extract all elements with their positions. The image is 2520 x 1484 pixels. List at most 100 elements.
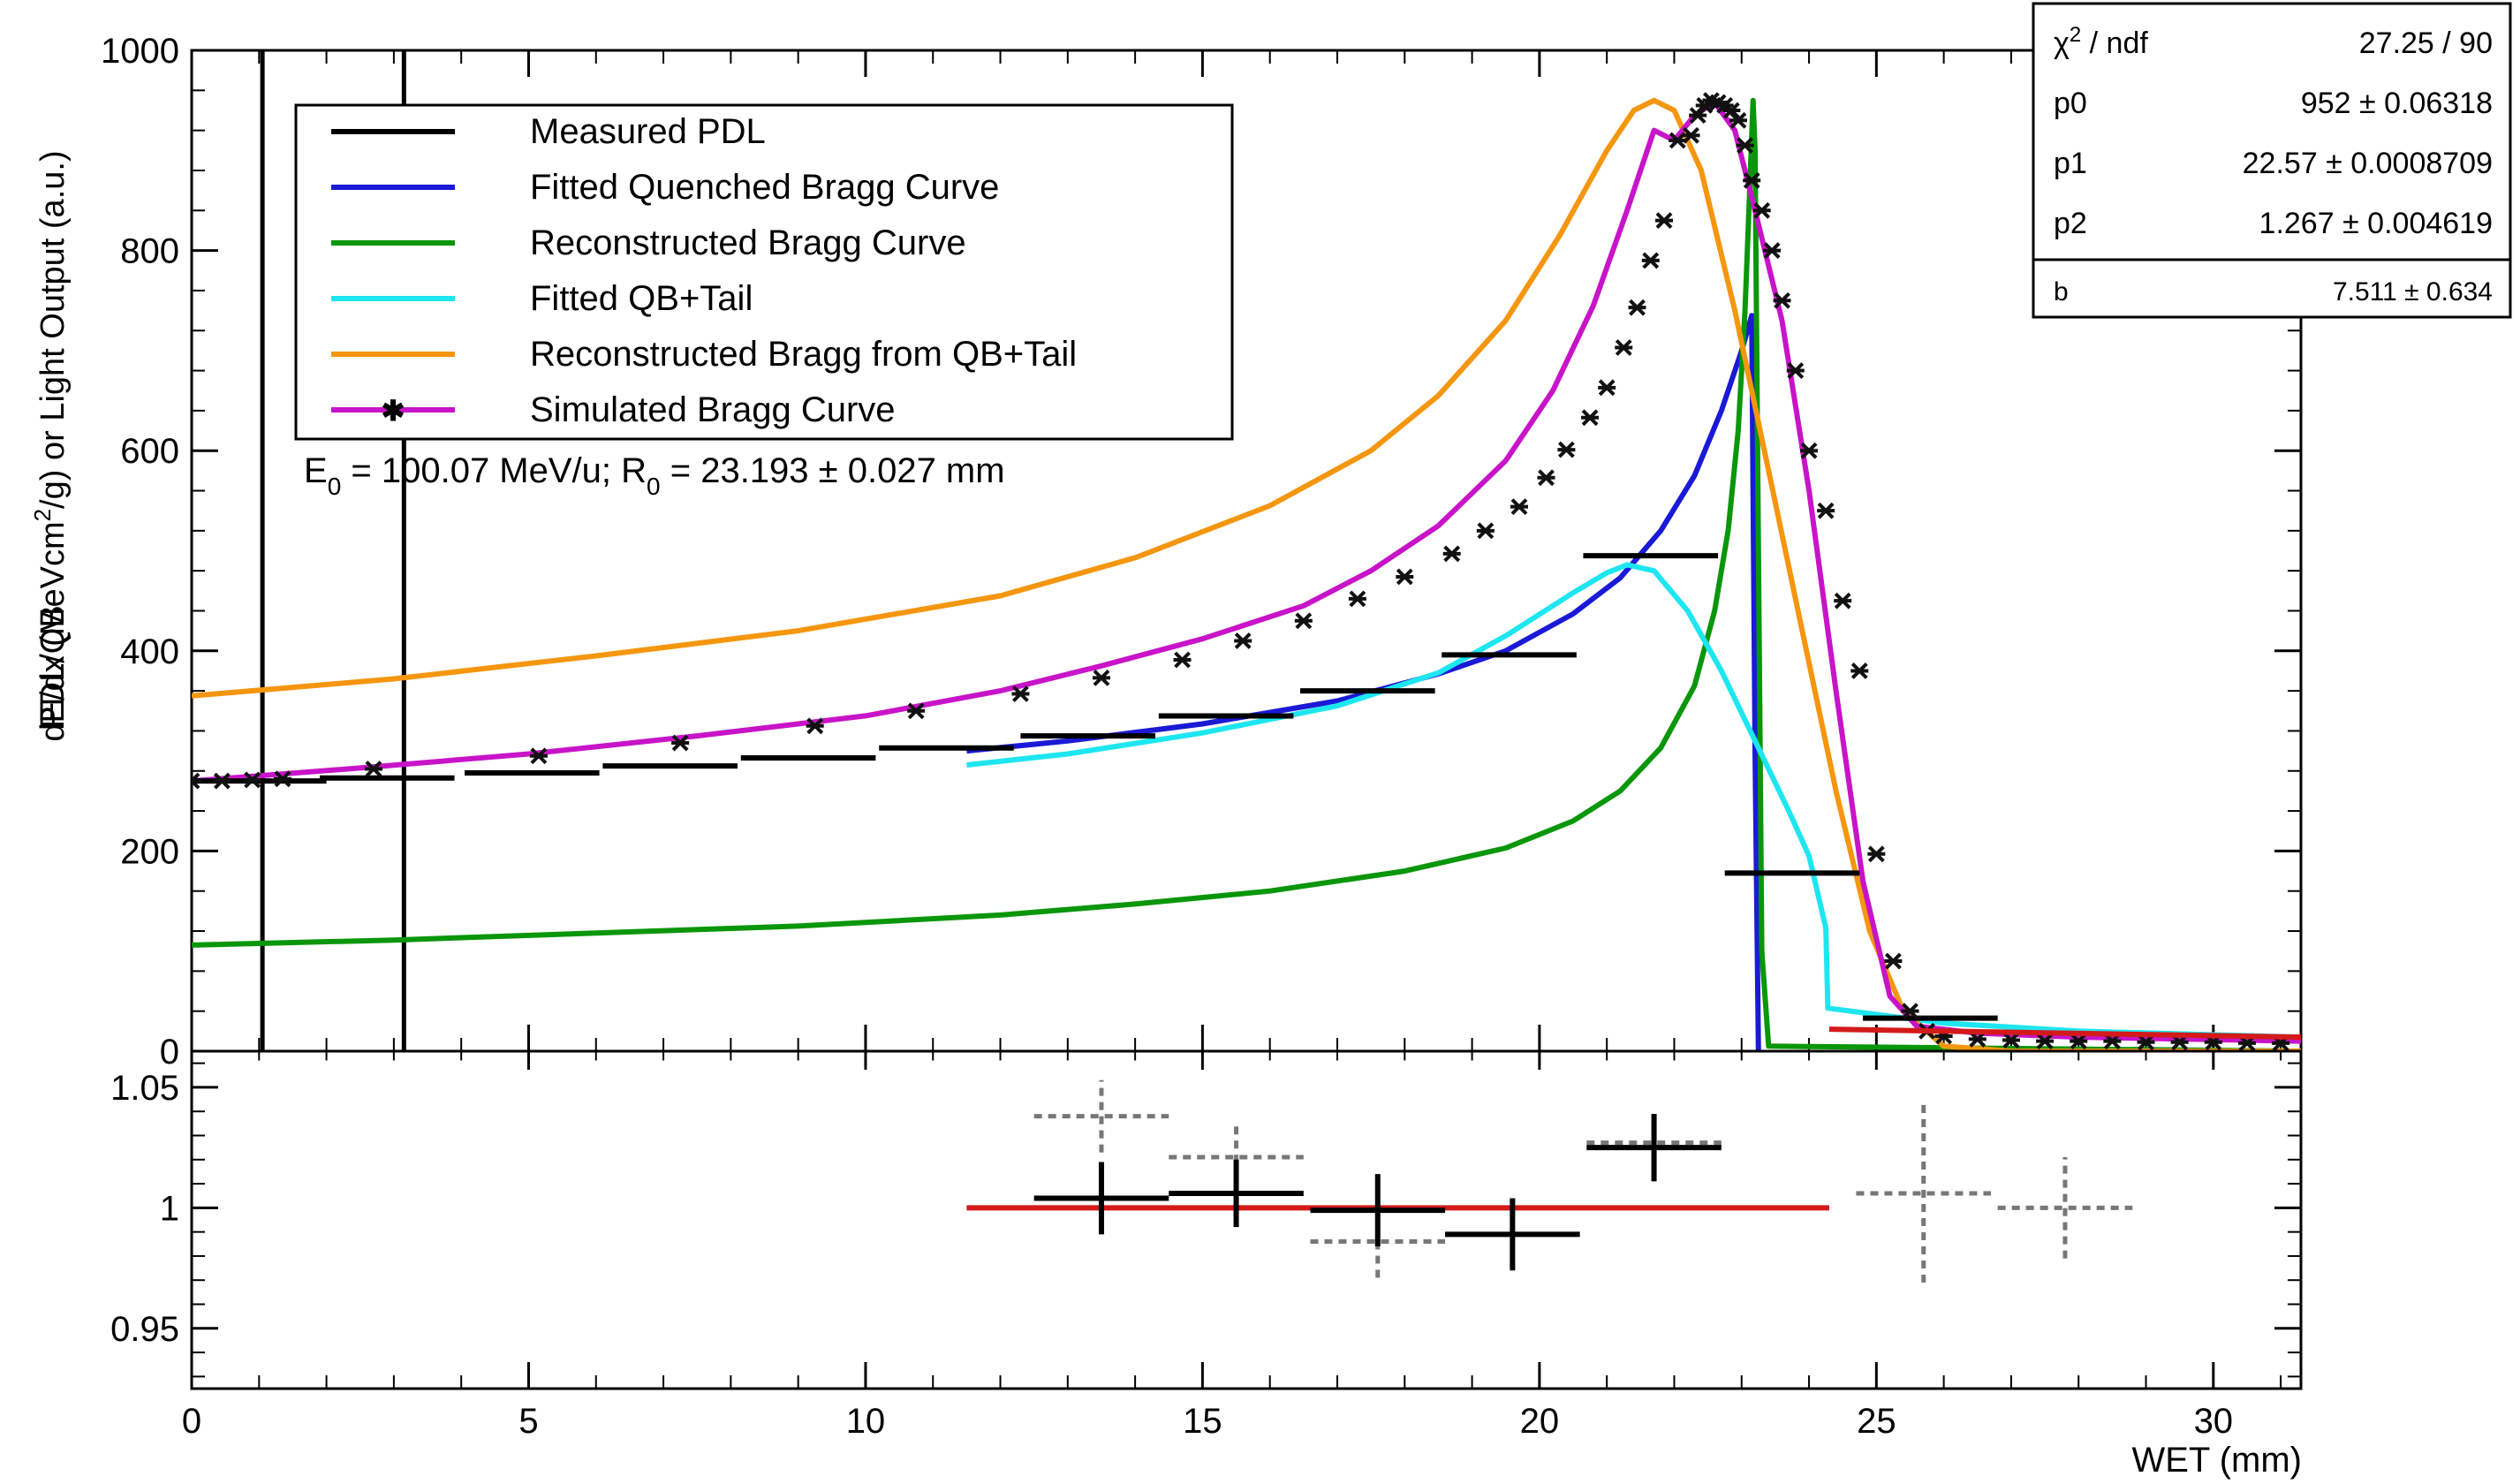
main-y-axis-label: dE/dx (MeVcm2/g) or Light Output (a.u.) xyxy=(29,150,72,741)
simulated-marker xyxy=(1773,292,1791,309)
simulated-marker xyxy=(1968,1030,1986,1048)
stats-row: p1 22.57 ± 0.0008709 xyxy=(2054,147,2493,180)
legend-entry: Reconstructed Bragg from QB+Tail xyxy=(331,335,1077,374)
x-tick-label: 5 xyxy=(518,1402,538,1441)
stats-row-value: 1.267 ± 0.004619 xyxy=(2259,207,2493,240)
y-tick-label: 0.95 xyxy=(110,1310,179,1349)
simulated-marker xyxy=(1901,1003,1919,1020)
legend-label: Fitted Quenched Bragg Curve xyxy=(530,168,999,207)
simulated-marker xyxy=(1817,502,1835,519)
stats-row-name: χ2 / ndf xyxy=(2054,23,2148,61)
simulated-marker xyxy=(1655,212,1674,230)
simulated-marker xyxy=(1729,111,1747,129)
x-tick-label: 15 xyxy=(1183,1402,1222,1441)
simulated-marker xyxy=(1476,522,1495,540)
stats-box-frame xyxy=(2032,2,2512,319)
stats-row: p0 952 ± 0.06318 xyxy=(2054,87,2493,120)
legend-entry: ✱ Simulated Bragg Curve xyxy=(331,390,896,429)
simulated-marker xyxy=(2137,1034,2155,1051)
stats-row-value: 27.25 / 90 xyxy=(2359,26,2493,60)
legend-label: Simulated Bragg Curve xyxy=(530,390,896,429)
stats-row: χ2 / ndf 27.25 / 90 xyxy=(2054,23,2493,61)
legend-label: Reconstructed Bragg Curve xyxy=(530,223,966,262)
simulated-marker xyxy=(529,747,548,765)
simulated-marker xyxy=(1722,102,1741,119)
ratio-plot-area xyxy=(966,1079,2133,1283)
series-line-simulated-bragg-curve xyxy=(192,99,2301,1044)
simulated-marker xyxy=(1884,952,1903,970)
simulated-marker xyxy=(1628,299,1646,316)
simulated-marker xyxy=(806,717,824,735)
stats-row-name: p2 xyxy=(2054,207,2087,240)
simulated-marker xyxy=(1092,669,1110,686)
x-tick-label: 0 xyxy=(182,1402,201,1441)
simulated-marker xyxy=(2070,1033,2088,1050)
simulated-marker xyxy=(1641,252,1660,269)
simulated-marker xyxy=(1743,171,1761,189)
simulated-marker xyxy=(1752,201,1771,219)
main-plot-area xyxy=(192,50,2301,1051)
simulated-marker xyxy=(213,772,231,790)
simulated-marker xyxy=(1396,568,1414,586)
legend-entry: Measured PDL xyxy=(331,112,766,151)
simulated-marker xyxy=(2036,1033,2055,1050)
simulated-marker xyxy=(364,761,382,777)
x-axis-label: WET (mm) xyxy=(2131,1441,2302,1480)
simulated-marker xyxy=(1834,592,1852,610)
legend-marker: ✱ xyxy=(382,395,405,427)
range-annotation: E0 = 100.07 MeV/u; R0 = 23.193 ± 0.027 m… xyxy=(304,451,1005,500)
simulated-marker xyxy=(1348,590,1366,608)
legend: Measured PDL Fitted Quenched Bragg Curve… xyxy=(294,103,1234,441)
y-tick-label: 600 xyxy=(120,432,179,471)
stats-row: b 7.511 ± 0.634 xyxy=(2054,277,2493,307)
legend-entry: Fitted QB+Tail xyxy=(331,279,753,318)
simulated-marker xyxy=(1557,441,1576,458)
y-tick-label: 1 xyxy=(160,1189,179,1228)
simulated-marker xyxy=(1736,137,1754,155)
legend-frame xyxy=(294,103,1234,441)
simulated-marker xyxy=(243,771,261,789)
stats-row: p2 1.267 ± 0.004619 xyxy=(2054,207,2493,240)
simulated-marker xyxy=(1581,409,1600,427)
simulated-marker xyxy=(1763,242,1782,260)
legend-label: Fitted QB+Tail xyxy=(530,279,753,318)
simulated-marker xyxy=(1682,126,1700,144)
stats-row-value: 7.511 ± 0.634 xyxy=(2333,277,2493,307)
ratio-plot-frame xyxy=(190,1049,2303,1390)
stats-row-value: 952 ± 0.06318 xyxy=(2301,87,2493,120)
x-tick-label: 30 xyxy=(2194,1402,2234,1441)
main-panel: 0 200 400 600 800 1000 xyxy=(101,32,2303,1071)
simulated-marker xyxy=(1510,498,1528,516)
series-line-fitted-qb-tail xyxy=(966,562,2301,1041)
stats-row-name: p1 xyxy=(2054,147,2087,180)
legend-entry: Reconstructed Bragg Curve xyxy=(331,223,966,262)
y-tick-label: 0 xyxy=(160,1033,179,1071)
simulated-marker xyxy=(1537,469,1555,487)
y-tick-label: 1000 xyxy=(101,32,179,71)
stats-box: χ2 / ndf 27.25 / 90 p0 952 ± 0.06318 p1 … xyxy=(2032,2,2512,319)
ratio-y-axis-label: PDL/QB xyxy=(34,605,72,728)
series-line-reconstructed-bragg-from-qb-tail xyxy=(192,97,2301,1051)
simulated-marker xyxy=(192,772,201,790)
simulated-marker xyxy=(1615,339,1633,356)
x-tick-label: 20 xyxy=(1520,1402,1560,1441)
simulated-marker xyxy=(1173,651,1192,669)
main-reference-line xyxy=(1828,1026,2301,1041)
y-tick-label: 800 xyxy=(120,232,179,271)
y-tick-label: 400 xyxy=(120,632,179,671)
legend-label: Reconstructed Bragg from QB+Tail xyxy=(530,335,1077,374)
stats-row-name: b xyxy=(2054,277,2069,307)
y-tick-label: 200 xyxy=(120,832,179,871)
simulated-marker xyxy=(1867,845,1886,863)
simulated-marker xyxy=(907,702,926,720)
simulated-marker xyxy=(2002,1032,2020,1049)
simulated-marker xyxy=(273,770,291,788)
stats-row-name: p0 xyxy=(2054,87,2087,120)
stats-row-value: 22.57 ± 0.0008709 xyxy=(2243,147,2493,180)
simulated-marker xyxy=(1442,545,1461,563)
simulated-marker xyxy=(1598,379,1616,397)
legend-entry: Fitted Quenched Bragg Curve xyxy=(331,168,999,207)
simulated-marker xyxy=(1011,685,1030,702)
x-tick-label: 25 xyxy=(1857,1402,1896,1441)
ratio-panel: 0 5 10 15 20 25 30 0.95 1 1.05 xyxy=(110,1049,2303,1441)
